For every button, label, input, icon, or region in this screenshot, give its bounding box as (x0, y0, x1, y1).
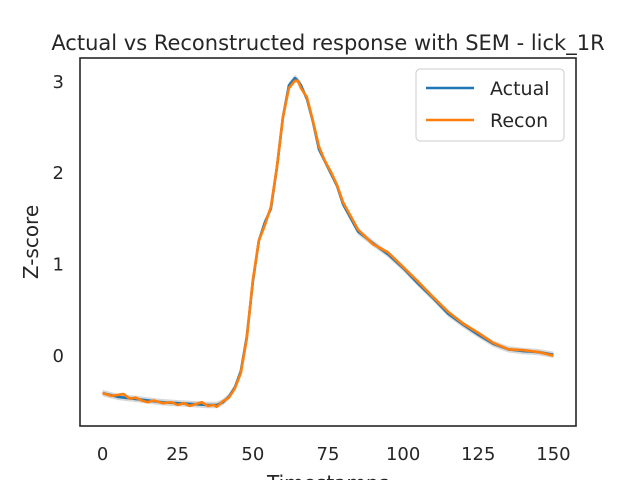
series-lines (102, 76, 554, 409)
x-axis: 0 25 50 75 100 125 150 (97, 444, 571, 465)
x-tick-label: 50 (241, 444, 264, 465)
y-tick-label: 2 (53, 163, 64, 184)
legend-label-recon: Recon (490, 110, 548, 132)
x-tick-label: 75 (317, 444, 340, 465)
y-axis-label: Z-score (19, 205, 43, 279)
legend-label-actual: Actual (490, 78, 550, 100)
x-tick-label: 25 (166, 444, 189, 465)
plot-frame (79, 57, 577, 427)
legend: Actual Recon (415, 68, 565, 142)
y-tick-label: 1 (53, 254, 64, 275)
y-tick-label: 3 (53, 72, 64, 93)
x-tick-label: 100 (386, 444, 420, 465)
series-line-recon (102, 79, 554, 409)
y-tick-label: 0 (53, 346, 64, 367)
x-tick-label: 150 (536, 444, 570, 465)
x-tick-label: 0 (97, 444, 108, 465)
x-axis-label: Timestamps (266, 471, 389, 480)
y-axis: 0 1 2 3 (53, 72, 64, 367)
x-tick-label: 125 (461, 444, 495, 465)
chart-title: Actual vs Reconstructed response with SE… (51, 31, 604, 56)
